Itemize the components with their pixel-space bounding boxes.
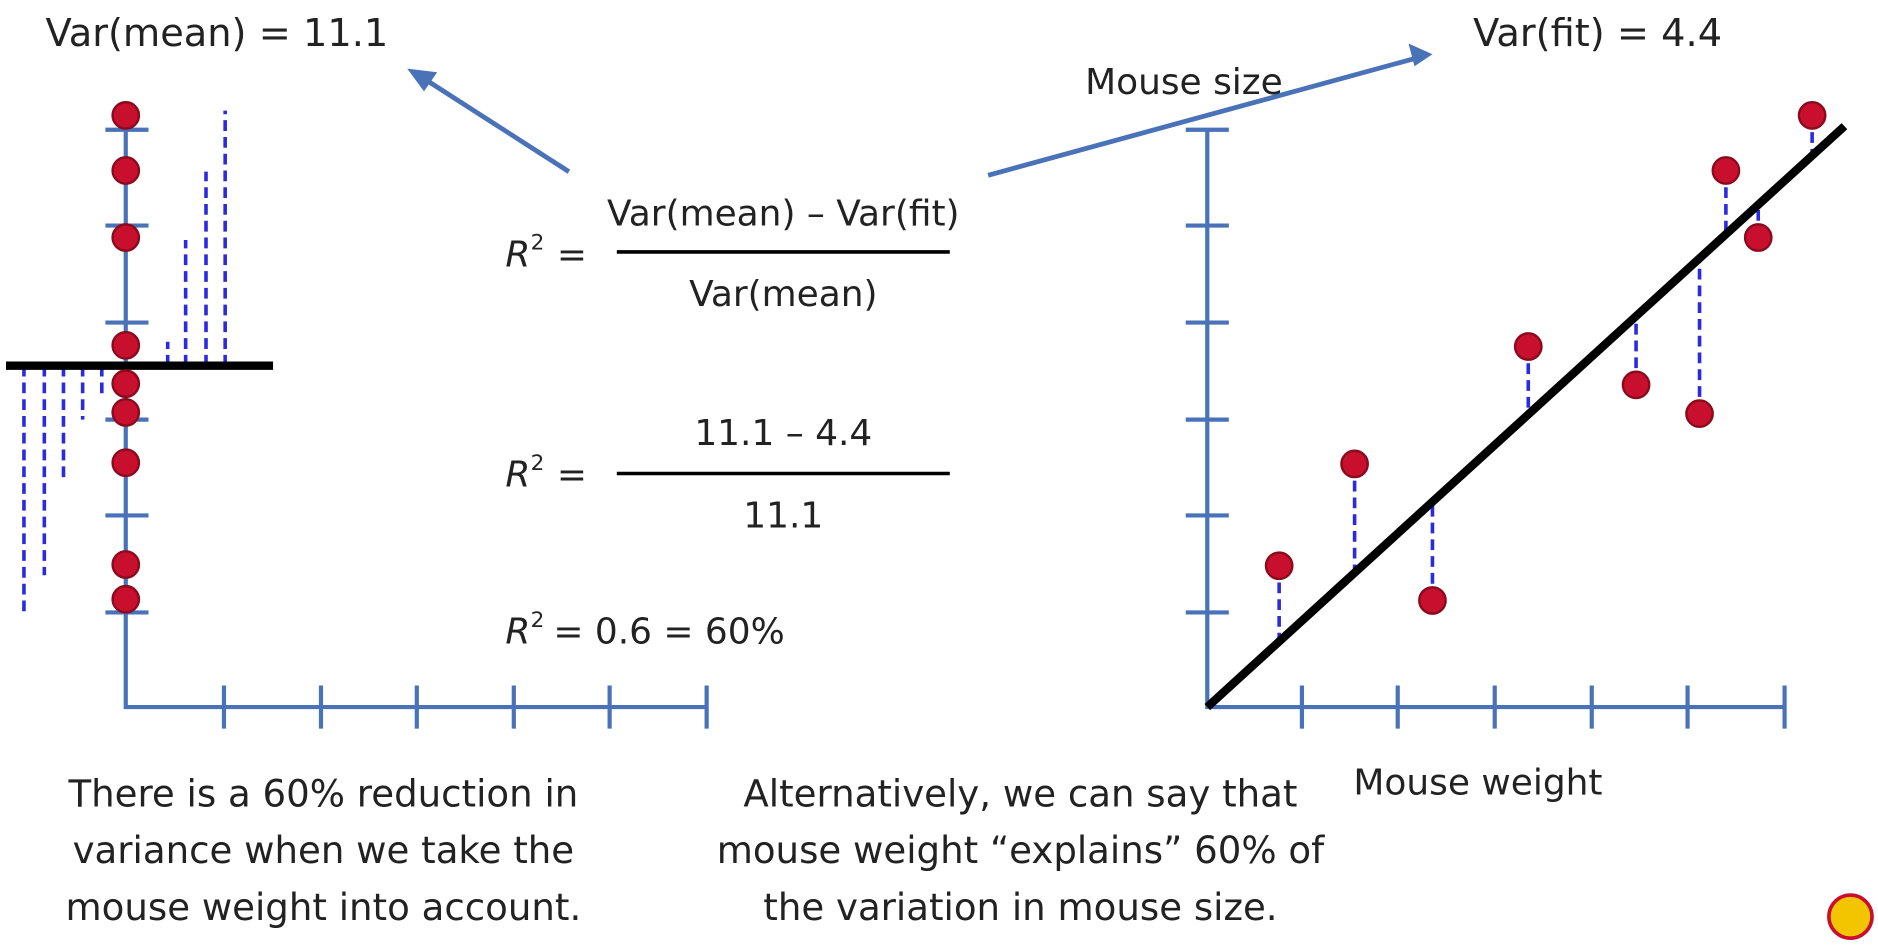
fit-line	[1204, 123, 1848, 711]
points	[1264, 101, 1827, 615]
var-mean-label: Var(mean) = 11.1	[46, 11, 389, 56]
formula: R 2 = Var(mean) – Var(fit) Var(mean)	[505, 194, 959, 315]
right-plot	[1185, 101, 1848, 729]
numerator: Var(mean) – Var(fit)	[607, 194, 960, 235]
note-line: the variation in mouse size.	[763, 886, 1277, 929]
logo	[1827, 893, 1874, 941]
note-line: variance when we take the	[73, 829, 575, 872]
note-left: There is a 60% reduction in variance whe…	[65, 772, 581, 929]
points	[111, 101, 141, 614]
x-axis-label: Mouse weight	[1353, 762, 1602, 803]
result-text: = 0.6 = 60%	[553, 612, 784, 653]
left-plot	[5, 101, 709, 729]
exponent: 2	[531, 231, 545, 256]
symbol: R	[505, 612, 530, 653]
note-line: mouse weight “explains” 60% of	[717, 829, 1325, 872]
note-right: Alternatively, we can say that mouse wei…	[717, 772, 1325, 929]
residuals	[22, 110, 227, 612]
axes	[1185, 127, 1787, 729]
equals: =	[557, 234, 587, 275]
exponent: 2	[531, 451, 545, 476]
var-fit-label: Var(fit) = 4.4	[1473, 11, 1722, 56]
note-line: Alternatively, we can say that	[743, 772, 1297, 815]
residuals	[1277, 115, 1814, 642]
symbol: R	[505, 234, 530, 275]
y-axis-label: Mouse size	[1085, 62, 1283, 103]
arrows	[407, 43, 1433, 178]
exponent: 2	[531, 608, 545, 633]
formula: R 2 = 11.1 – 4.4 11.1	[505, 413, 950, 536]
denominator: 11.1	[743, 495, 823, 536]
denominator: Var(mean)	[689, 274, 877, 315]
note-line: There is a 60% reduction in	[67, 772, 578, 815]
result: R 2 = 0.6 = 60%	[505, 608, 784, 653]
equals: =	[557, 455, 587, 496]
note-line: mouse weight into account.	[65, 886, 581, 929]
numerator: 11.1 – 4.4	[694, 413, 872, 454]
symbol: R	[505, 455, 530, 496]
